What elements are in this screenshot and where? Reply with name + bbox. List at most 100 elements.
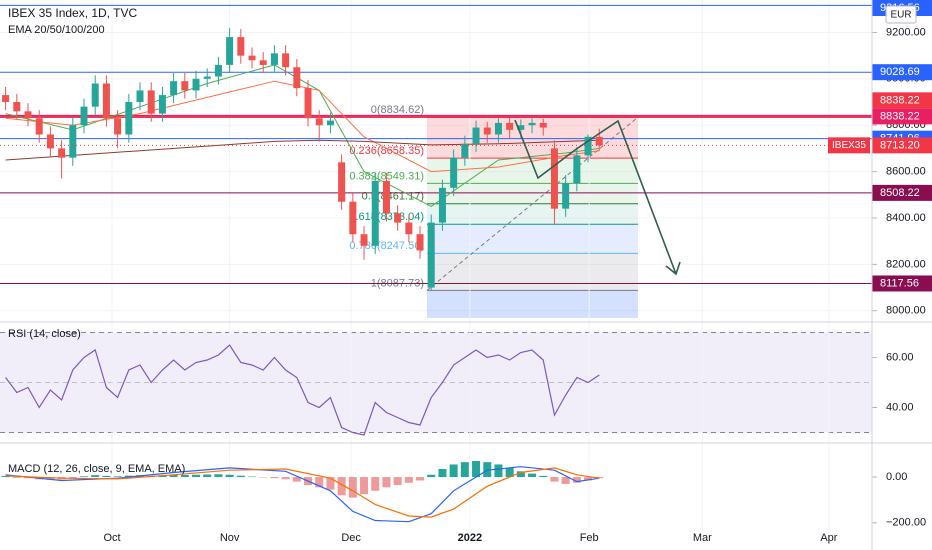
candle-body [394, 213, 402, 223]
candle-body [450, 157, 458, 188]
histogram-bar [203, 474, 212, 478]
candle-body [114, 118, 122, 135]
price-label-box [872, 184, 932, 201]
candle-body [494, 122, 502, 135]
histogram-bar [427, 474, 436, 478]
candle-body [102, 83, 110, 119]
histogram-bar [393, 477, 402, 486]
currency: EUR [890, 10, 911, 21]
candle-body [214, 64, 222, 77]
y-tick-label: 0.00 [886, 471, 907, 483]
candle-body [136, 90, 144, 103]
signal-line [5, 467, 600, 518]
candle-body [528, 122, 536, 126]
fib-label: 0.786(8247.56) [349, 240, 424, 252]
histogram-bar [528, 473, 537, 478]
chart-title: IBEX 35 Index, 1D, TVC [8, 6, 138, 20]
candle-body [192, 78, 200, 91]
candle-body [562, 183, 570, 209]
candle-body [427, 222, 435, 288]
candle-body [539, 122, 547, 128]
histogram-bar [584, 477, 593, 481]
histogram-bar [158, 475, 167, 478]
candle-body [125, 102, 133, 135]
fib-label: 0(8834.62) [371, 104, 424, 116]
candle-body [147, 90, 155, 114]
candle-body [371, 180, 379, 246]
symbol-label: IBEX35 [832, 140, 866, 151]
fib-zone [427, 203, 638, 225]
candle-body [69, 125, 77, 158]
histogram-bar [360, 477, 369, 495]
histogram-bar [259, 477, 268, 478]
histogram-bar [460, 462, 469, 478]
histogram-bar [326, 477, 335, 490]
price-label-box [872, 64, 932, 81]
histogram-bar [192, 474, 201, 478]
candle-body [237, 37, 245, 56]
candle-body [293, 67, 301, 89]
candle-body [259, 60, 267, 65]
price-label-box [872, 137, 932, 154]
candle-body [438, 187, 446, 223]
candle-body [573, 155, 581, 184]
candle-body [248, 55, 256, 61]
histogram-bar [80, 476, 89, 478]
histogram-bar [416, 477, 425, 481]
drawn-arrow [514, 119, 681, 276]
rsi-title: RSI (14, close) [8, 328, 81, 340]
y-tick-label: 8200.00 [886, 258, 926, 270]
histogram-bar [214, 474, 223, 478]
histogram-bar [382, 477, 391, 488]
candle-body [405, 222, 413, 235]
fib-zone [427, 253, 638, 291]
candle-body [46, 134, 54, 149]
candle-body [270, 53, 278, 65]
histogram-bar [12, 477, 21, 478]
candle-body [282, 53, 290, 68]
histogram-bar [315, 477, 324, 488]
candle-body [226, 37, 234, 65]
price-label: 8713.20 [880, 139, 920, 151]
candle-body [315, 118, 323, 126]
x-tick-label: Dec [341, 532, 361, 544]
y-tick-label: 8400.00 [886, 212, 926, 224]
candle-body [91, 83, 99, 107]
y-tick-label: 9200.00 [886, 26, 926, 38]
histogram-bar [539, 475, 548, 478]
macd-line [5, 466, 600, 523]
candle-body [584, 136, 592, 156]
price-label: 8838.22 [880, 110, 920, 122]
histogram-bar [236, 475, 245, 478]
candle-body [13, 102, 21, 112]
candle-body [506, 122, 514, 130]
histogram-bar [281, 477, 290, 480]
fib-zone [427, 224, 638, 254]
price-label: 8117.56 [880, 277, 919, 289]
macd-title: MACD (12, 26, close, 9, EMA, EMA) [8, 463, 185, 475]
x-tick-label: Mar [693, 532, 712, 544]
candle-body [170, 81, 178, 96]
candle-body [472, 127, 480, 144]
x-tick-label: Feb [580, 532, 599, 544]
histogram-bar [248, 476, 257, 478]
histogram-bar [68, 477, 77, 479]
fib-zone [427, 290, 638, 318]
histogram-bar [561, 477, 570, 484]
fib-trendline [426, 116, 639, 291]
candle-body [550, 148, 558, 209]
x-tick-label: Apr [820, 532, 837, 544]
histogram-bar [292, 477, 301, 482]
price-label-box [872, 108, 932, 125]
candle-body [35, 118, 43, 135]
histogram-bar [102, 475, 111, 478]
currency-box[interactable] [885, 5, 917, 24]
histogram-bar [404, 477, 413, 483]
candle-body [326, 120, 334, 126]
histogram-bar [438, 469, 447, 478]
y-tick-label: 60.00 [886, 351, 914, 363]
histogram-bar [180, 474, 189, 478]
candle-body [517, 125, 525, 130]
